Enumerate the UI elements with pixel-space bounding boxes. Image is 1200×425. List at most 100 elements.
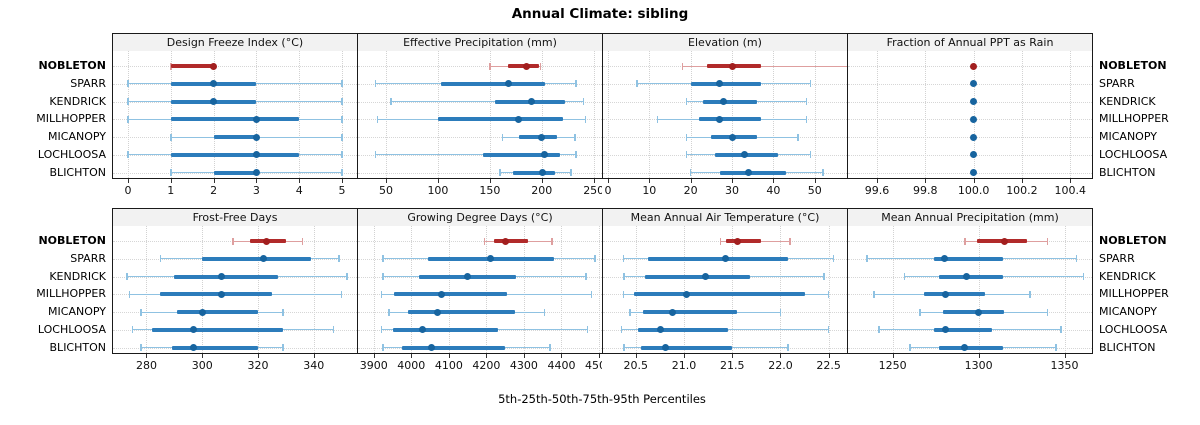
axis-tick [635,354,637,358]
median-dot [970,169,978,176]
axis-tick [256,179,258,183]
axis-tick-label: 280 [135,359,157,372]
whisker-cap [127,115,129,123]
axis-tick [170,179,172,183]
median-dot [210,80,218,88]
panel-axis: 50 100 150 200 250 [358,179,602,201]
station-label: BLICHTON [1099,165,1156,179]
axis-tick [127,179,129,183]
whisker-cap [332,326,335,334]
interquartile-band [645,274,750,279]
median-dot [428,344,436,351]
whisker-cap [390,98,392,105]
panel-axis: 280300320340360 [113,354,357,376]
station-label: LOCHLOOSA [1099,322,1168,336]
axis-tick [1070,179,1072,183]
whisker-cap [809,80,812,88]
whisker-cap [140,344,142,351]
vertical-gridline [684,226,685,353]
panel-header: Design Freeze Index (°C) [112,33,358,52]
station-label: NOBLETON [38,59,106,72]
axis-tick [780,354,782,358]
median-dot [683,290,691,298]
vertical-gridline [146,226,148,353]
median-dot [662,344,670,351]
panel-plot [847,51,1093,179]
whisker-cap [549,344,551,351]
vertical-gridline [299,51,301,178]
axis-tick [202,354,204,358]
interquartile-band [441,81,545,86]
interquartile-band [152,327,284,332]
interquartile-band [518,135,558,139]
station-label: MICANOPY [1099,305,1157,318]
row-gridline [358,66,602,67]
whisker-cap [1055,344,1057,351]
whisker-cap [809,151,812,159]
whisker-cap [866,255,868,263]
whisker-cap [382,273,384,280]
station-label: MICANOPY [48,305,106,318]
whisker-cap [1029,290,1031,298]
whisker-cap [282,344,284,351]
median-dot [419,326,427,334]
x-axis-label: 5th-25th-50th-75th-95th Percentiles [498,392,706,406]
whisker-cap [594,255,596,263]
station-label: NOBLETON [38,234,106,247]
axis-tick-label: 4100 [434,359,463,372]
whisker-cap [832,255,835,263]
panel-plot [602,51,848,179]
panel-header: Elevation (m) [602,33,848,52]
whisker-cap [622,255,624,263]
axis-tick [313,354,315,358]
axis-tick-label: 4500 [584,359,602,372]
median-dot [522,62,530,70]
axis-tick-label: 40 [766,184,781,197]
row-gridline [848,172,1092,174]
median-dot [1000,237,1008,245]
axis-tick-label: 10 [642,184,657,197]
whisker-cap [551,237,553,245]
percentile-whisker [682,65,847,67]
axis-tick-label: 100.4 [1054,184,1087,197]
station-label: BLICHTON [49,165,106,179]
whisker-cap [380,290,383,298]
interquartile-band [512,170,556,175]
station-label: NOBLETON [1099,234,1167,247]
interquartile-band [213,170,257,175]
vertical-gridline [607,51,609,178]
vertical-gridline [1070,51,1072,178]
interquartile-band [719,170,786,175]
whisker-cap [341,169,343,176]
panel-axis: 0 10 20 30 40 50 [603,179,847,201]
vertical-gridline [486,226,488,353]
interquartile-band [726,239,762,243]
axis-tick [437,179,439,183]
station-label: MILLHOPPER [1099,112,1169,126]
median-dot [437,290,445,298]
vertical-gridline [892,226,894,353]
percentile-whisker [375,154,577,156]
median-dot [190,326,198,334]
axis-tick-label: 100.2 [1006,184,1038,197]
row-gridline [848,83,1092,85]
axis-tick-label: 5 [338,184,346,197]
whisker-cap [382,255,384,263]
whisker-cap [787,344,789,351]
vertical-gridline [448,226,450,353]
vertical-gridline [256,51,258,178]
axis-tick-label: 99.8 [913,184,938,197]
vertical-gridline [828,226,830,353]
whisker-cap [719,237,722,245]
interquartile-band [174,274,278,279]
axis-tick-label: 4000 [397,359,426,372]
vertical-gridline [489,51,491,178]
whisker-cap [543,308,546,316]
median-dot [970,133,978,141]
vertical-gridline [313,226,315,353]
median-dot [668,308,676,316]
median-dot [970,151,978,159]
whisker-cap [159,255,162,263]
interquartile-band [648,256,789,261]
whisker-cap [827,290,830,298]
